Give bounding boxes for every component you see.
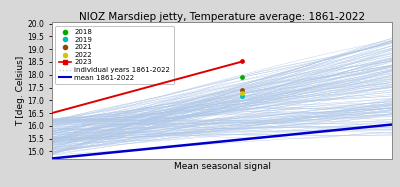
Point: [239, 92, 246, 95]
Point: [239, 60, 246, 63]
X-axis label: Mean seasonal signal: Mean seasonal signal: [174, 162, 270, 171]
Point: [239, 95, 246, 98]
Point: [239, 88, 246, 91]
Legend: 2018, 2019, 2021, 2022, 2023, individual years 1861-2022, mean 1861-2022: 2018, 2019, 2021, 2022, 2023, individual…: [56, 26, 174, 84]
Point: [239, 75, 246, 78]
Title: NIOZ Marsdiep jetty, Temperature average: 1861-2022: NIOZ Marsdiep jetty, Temperature average…: [79, 12, 365, 22]
Y-axis label: T [deg. Celsius]: T [deg. Celsius]: [16, 56, 25, 126]
